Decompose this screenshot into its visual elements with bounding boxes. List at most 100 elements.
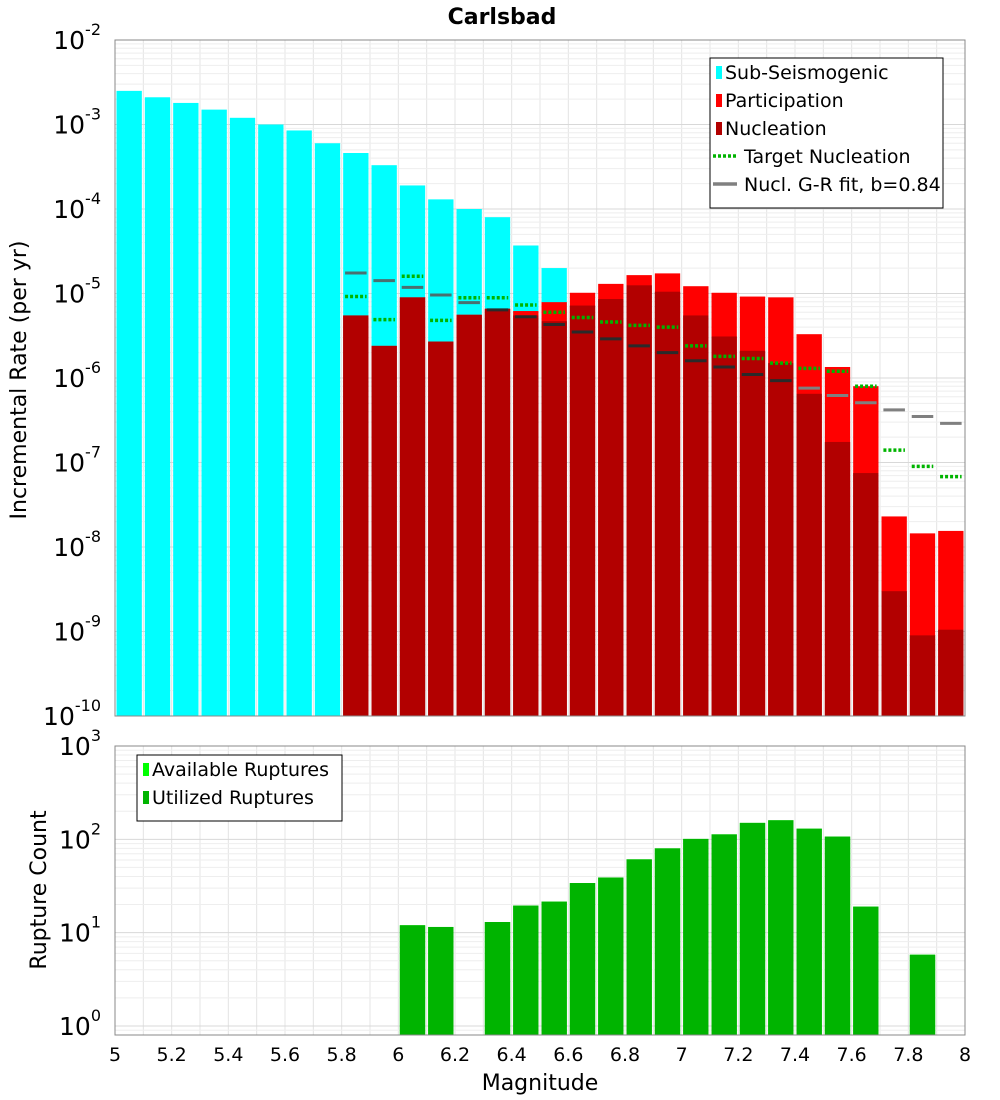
bar-nucleation [853, 473, 879, 716]
x-tick-label: 5.4 [213, 1044, 243, 1066]
x-tick-label: 6 [392, 1044, 404, 1066]
bar-utilized-ruptures [654, 848, 681, 1035]
bar-utilized-ruptures [626, 859, 652, 1035]
x-tick-label: 7.2 [723, 1044, 753, 1066]
y-tick-label: 10-5 [53, 274, 101, 309]
y-tick-label: 10-9 [53, 612, 101, 647]
bar-utilized-ruptures [853, 906, 879, 1035]
bar-utilized-ruptures [909, 954, 936, 1035]
y-tick-label: 102 [59, 819, 101, 854]
bar-nucleation [768, 363, 794, 716]
bottom-y-tick-labels: 100 101 102 103 [59, 726, 101, 1041]
x-tick-label: 6.4 [497, 1044, 527, 1066]
bottom-plot-frame [114, 745, 966, 1036]
legend-box [709, 57, 944, 209]
bar-nucleation [824, 441, 851, 716]
legend-swatch [143, 763, 149, 776]
bar-nucleation [683, 315, 709, 716]
bar-nucleation [654, 291, 681, 716]
x-tick-label: 7 [676, 1044, 688, 1066]
y-tick-label: 10-6 [53, 358, 101, 393]
legend-label: Nucl. G-R fit, b=0.84 [744, 174, 941, 196]
y-tick-label: 10-3 [53, 105, 101, 140]
top-plot: 10-10 10-9 10-8 10-7 10-6 10-5 10-4 10-3 10-2 In… [7, 20, 966, 731]
x-axis-label: Magnitude [482, 1071, 599, 1096]
x-tick-label: 6.6 [553, 1044, 583, 1066]
top-y-tick-labels: 10-10 10-9 10-8 10-7 10-6 10-5 10-4 10-3 10-2 [43, 20, 101, 731]
bar-nucleation [399, 297, 426, 716]
bar-nucleation [343, 315, 369, 716]
legend-swatch [716, 122, 722, 135]
top-grid [114, 40, 966, 717]
top-legend: Sub-Seismogenic Participation Nucleation Ta… [709, 57, 944, 209]
y-tick-label: 10-8 [53, 527, 101, 562]
bar-utilized-ruptures [824, 836, 851, 1035]
bar-nucleation [938, 629, 964, 716]
x-tick-label: 8 [959, 1044, 971, 1066]
bar-nucleation [484, 308, 511, 716]
bar-nucleation [371, 345, 397, 716]
legend-label: Utilized Ruptures [152, 787, 314, 809]
bar-utilized-ruptures [768, 820, 794, 1035]
bar-utilized-ruptures [598, 877, 624, 1035]
x-tick-label: 7.6 [837, 1044, 867, 1066]
legend-label: Available Ruptures [152, 759, 329, 781]
bar-nucleation [569, 305, 596, 716]
top-plot-frame [114, 39, 966, 717]
y-tick-label: 101 [59, 913, 101, 948]
y-tick-label: 10-10 [43, 696, 101, 731]
x-tick-label: 6.2 [440, 1044, 470, 1066]
bar-nucleation [428, 341, 454, 716]
chart-title: Carlsbad [448, 5, 557, 30]
x-tick-label: 5 [109, 1044, 121, 1066]
top-y-axis-label: Incremental Rate (per yr) [7, 241, 32, 520]
bar-utilized-ruptures [711, 834, 737, 1035]
bar-utilized-ruptures [683, 838, 709, 1035]
legend-swatch [716, 66, 722, 79]
x-tick-label: 7.8 [893, 1044, 923, 1066]
bar-utilized-ruptures [569, 883, 596, 1035]
bottom-legend: Available Ruptures Utilized Ruptures [136, 754, 343, 822]
bottom-y-axis-label: Rupture Count [27, 810, 52, 970]
bar-sub-seismogenic [144, 97, 171, 717]
legend-box [136, 754, 343, 822]
bar-sub-seismogenic [258, 124, 284, 716]
y-tick-label: 100 [59, 1006, 101, 1041]
bar-sub-seismogenic [201, 109, 227, 716]
x-tick-label: 6.8 [610, 1044, 640, 1066]
legend-label: Participation [725, 90, 844, 112]
bar-nucleation [909, 635, 936, 716]
x-tick-label: 5.6 [270, 1044, 300, 1066]
top-bars [116, 90, 964, 717]
bar-nucleation [456, 314, 482, 716]
bottom-plot: 100 101 102 103 5 5.2 5.4 5.6 5.8 6 6.2 6.4 6.6 6.8 7… [27, 726, 971, 1096]
bar-nucleation [881, 591, 907, 716]
bar-nucleation [739, 350, 766, 716]
legend-swatch [716, 94, 722, 107]
bottom-bars [399, 820, 936, 1035]
bar-nucleation [541, 321, 567, 716]
bar-sub-seismogenic [229, 117, 256, 716]
bar-nucleation [796, 393, 822, 716]
legend-swatch [143, 791, 149, 804]
x-tick-labels: 5 5.2 5.4 5.6 5.8 6 6.2 6.4 6.6 6.8 7 7.2 7.4 7.6 7.8 8 [109, 1044, 971, 1066]
bar-utilized-ruptures [796, 828, 822, 1035]
bar-utilized-ruptures [739, 822, 766, 1035]
bar-sub-seismogenic [173, 102, 199, 717]
legend-label: Sub-Seismogenic [725, 62, 889, 84]
x-tick-label: 5.2 [157, 1044, 187, 1066]
y-tick-label: 10-4 [53, 189, 101, 224]
legend-label: Target Nucleation [743, 146, 911, 168]
y-tick-label: 10-2 [53, 20, 101, 55]
bar-sub-seismogenic [286, 130, 312, 716]
y-tick-label: 103 [59, 726, 101, 761]
x-tick-label: 5.8 [327, 1044, 357, 1066]
bar-utilized-ruptures [541, 901, 567, 1035]
bar-nucleation [598, 299, 624, 716]
bar-utilized-ruptures [399, 925, 426, 1035]
top-lines [345, 271, 962, 479]
bar-sub-seismogenic [116, 90, 142, 716]
bar-utilized-ruptures [513, 905, 539, 1035]
bar-sub-seismogenic [314, 143, 341, 716]
